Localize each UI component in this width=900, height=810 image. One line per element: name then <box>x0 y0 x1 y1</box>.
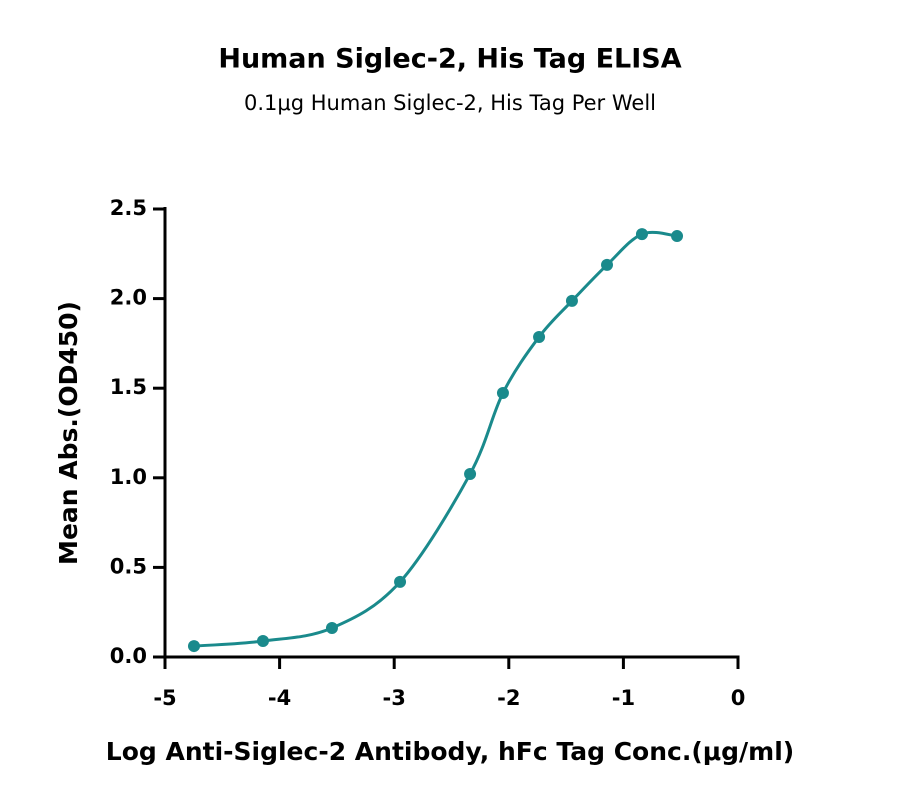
y-tick-label: 0.5 <box>110 554 147 578</box>
data-point <box>325 621 338 634</box>
data-point <box>394 575 407 588</box>
chart-title: Human Siglec-2, His Tag ELISA <box>218 44 681 75</box>
data-point <box>601 258 614 271</box>
x-tick-label: -2 <box>497 686 520 710</box>
x-tick-label: -1 <box>612 686 635 710</box>
x-axis-label: Log Anti-Siglec-2 Antibody, hFc Tag Conc… <box>106 737 794 766</box>
chart-subtitle: 0.1μg Human Siglec-2, His Tag Per Well <box>244 91 656 115</box>
x-tick-label: -3 <box>383 686 406 710</box>
y-tick-label: 2.0 <box>110 286 147 310</box>
data-point <box>464 468 477 481</box>
y-tick-label: 1.0 <box>110 465 147 489</box>
y-tick-label: 2.5 <box>110 196 147 220</box>
y-tick-label: 1.5 <box>110 375 147 399</box>
fit-line <box>193 230 678 648</box>
data-point <box>533 330 546 343</box>
y-tick-label: 0.0 <box>110 644 147 668</box>
data-point <box>256 635 269 648</box>
x-tick-label: -5 <box>153 686 176 710</box>
x-tick-label: -4 <box>268 686 291 710</box>
data-point <box>635 228 648 241</box>
data-point <box>187 640 200 653</box>
x-tick-label: 0 <box>731 686 746 710</box>
y-axis-label: Mean Abs.(OD450) <box>54 301 83 565</box>
data-point <box>671 230 684 243</box>
data-point <box>496 387 509 400</box>
data-point <box>565 294 578 307</box>
